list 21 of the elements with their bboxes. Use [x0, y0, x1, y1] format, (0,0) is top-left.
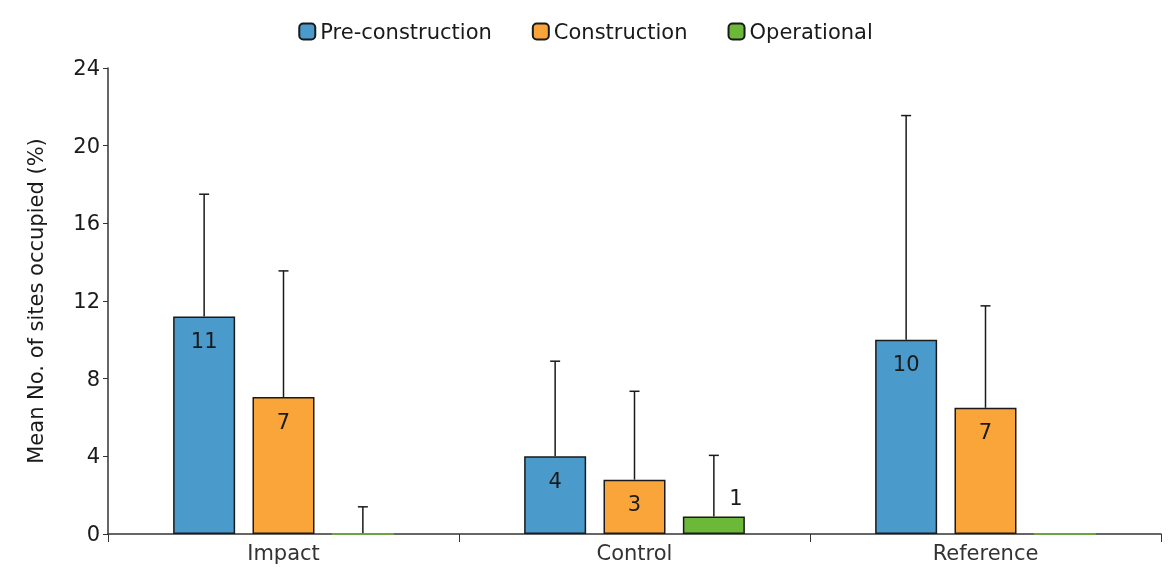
y-tick-label: 20 [73, 133, 100, 158]
y-axis-title: Mean No. of sites occupied (%) [23, 138, 48, 464]
x-tick-label: Control [596, 540, 673, 565]
legend-label: Operational [749, 19, 873, 44]
y-tick-label: 0 [86, 522, 100, 546]
data-label: 3 [627, 492, 642, 517]
data-label: 11 [190, 329, 218, 354]
y-tick-label: 24 [73, 56, 100, 80]
y-tick-label: 8 [86, 366, 100, 391]
data-label: 4 [548, 468, 562, 493]
x-tick-label: Reference [932, 540, 1039, 565]
y-tick-label: 12 [73, 289, 100, 313]
y-tick-label: 16 [73, 211, 100, 236]
data-label: 10 [892, 352, 920, 377]
data-label: 1 [729, 486, 743, 511]
x-tick-label: Impact [247, 540, 320, 565]
data-label: 7 [978, 420, 993, 445]
y-tick-label: 4 [86, 444, 100, 469]
data-label: 7 [276, 409, 291, 434]
legend-label: Construction [553, 19, 688, 44]
legend-label: Pre-construction [320, 19, 492, 44]
